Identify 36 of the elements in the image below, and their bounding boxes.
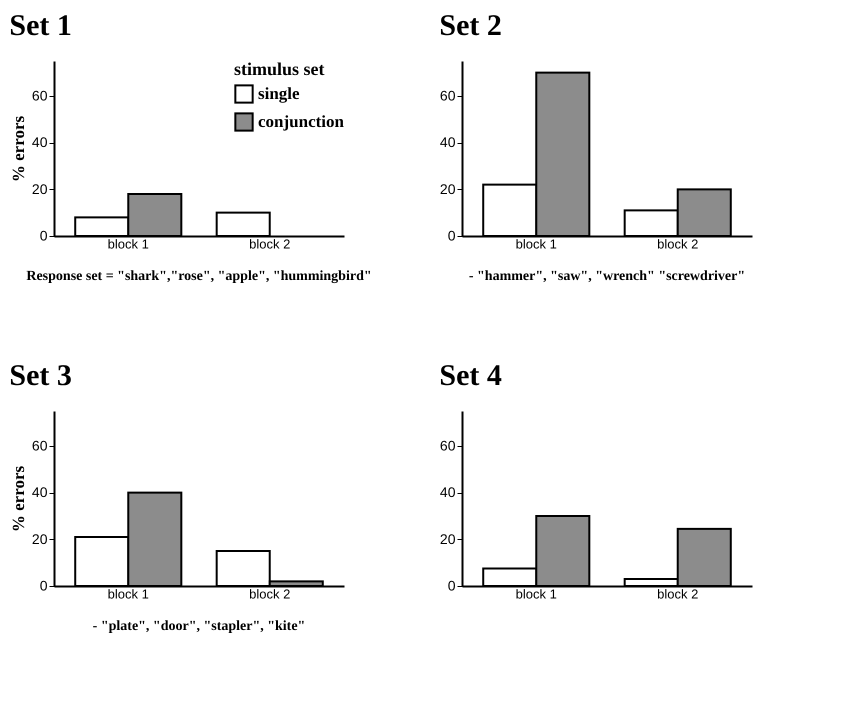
y-tick-label: 20 bbox=[32, 530, 48, 547]
y-axis-title: % errors bbox=[8, 116, 28, 182]
x-tick-label: block 1 bbox=[516, 236, 557, 252]
x-tick-label: block 2 bbox=[657, 586, 698, 602]
y-tick-label: 40 bbox=[440, 484, 456, 500]
y-tick-label: 0 bbox=[40, 578, 48, 594]
y-tick-label: 60 bbox=[32, 438, 48, 454]
y-tick-label: 40 bbox=[32, 134, 48, 150]
chart-title: Set 3 bbox=[9, 359, 72, 392]
y-tick-label: 40 bbox=[440, 134, 456, 150]
y-tick-label: 20 bbox=[440, 530, 456, 547]
y-tick-label: 60 bbox=[440, 438, 456, 454]
y-tick-label: 0 bbox=[448, 578, 456, 594]
y-tick-label: 0 bbox=[448, 228, 456, 244]
text: - "hammer", "saw", "wrench" "screwdriver" bbox=[468, 269, 746, 284]
x-tick-label: block 1 bbox=[108, 236, 149, 252]
x-tick-label: block 1 bbox=[516, 586, 557, 602]
text: Response set = "shark","rose", "apple", "hummingbird" bbox=[26, 269, 372, 284]
x-tick-label: block 2 bbox=[249, 586, 290, 602]
y-tick-label: 0 bbox=[40, 228, 48, 244]
chart-title: Set 1 bbox=[9, 9, 72, 42]
y-tick-label: 20 bbox=[32, 180, 48, 197]
legend-title: stimulus set bbox=[234, 59, 325, 79]
legend-label: conjunction bbox=[258, 112, 344, 131]
y-axis-title: % errors bbox=[8, 466, 28, 532]
text: - "plate", "door", "stapler", "kite" bbox=[92, 619, 306, 634]
x-tick-label: block 2 bbox=[657, 236, 698, 252]
chart-title: Set 2 bbox=[439, 9, 502, 42]
y-tick-label: 60 bbox=[32, 88, 48, 104]
y-tick-label: 40 bbox=[32, 484, 48, 500]
chart-title: Set 4 bbox=[439, 359, 502, 392]
x-tick-label: block 2 bbox=[249, 236, 290, 252]
legend-label: single bbox=[258, 84, 300, 103]
y-tick-label: 20 bbox=[440, 180, 456, 197]
y-tick-label: 60 bbox=[440, 88, 456, 104]
x-tick-label: block 1 bbox=[108, 586, 149, 602]
